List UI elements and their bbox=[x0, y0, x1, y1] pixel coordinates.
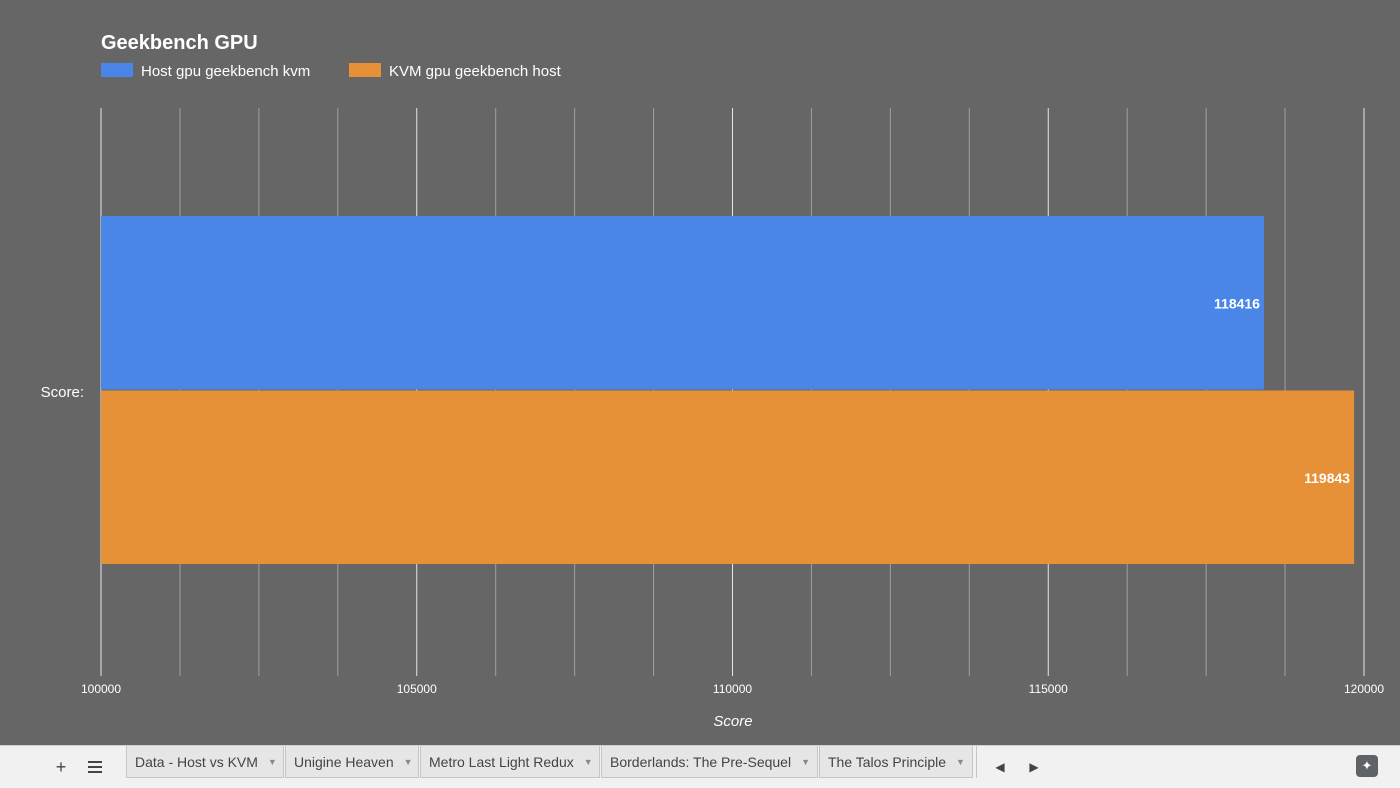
sheet-tab-label: Borderlands: The Pre-Sequel bbox=[610, 753, 792, 770]
sheet-tab-label: Metro Last Light Redux bbox=[429, 753, 574, 770]
data-label: 119843 bbox=[1304, 470, 1350, 486]
sheet-tab-data-host-vs-kvm[interactable]: Data - Host vs KVM ▼ bbox=[126, 746, 284, 778]
list-icon[interactable] bbox=[82, 754, 108, 780]
tab-divider bbox=[976, 746, 977, 778]
sheet-tab-the-talos-principle[interactable]: The Talos Principle ▼ bbox=[819, 746, 973, 778]
x-tick-label: 110000 bbox=[713, 682, 752, 696]
sheet-tab-borderlands-the-pre-sequel[interactable]: Borderlands: The Pre-Sequel ▼ bbox=[601, 746, 818, 778]
x-axis-title: Score bbox=[713, 713, 752, 730]
dropdown-icon[interactable]: ▼ bbox=[801, 756, 810, 767]
category-label: Score: bbox=[41, 384, 84, 401]
legend-label: Host gpu geekbench kvm bbox=[141, 63, 310, 80]
sheet-tab-unigine-heaven[interactable]: Unigine Heaven ▼ bbox=[285, 746, 419, 778]
x-tick-label: 105000 bbox=[397, 682, 437, 696]
chart-title: Geekbench GPU bbox=[101, 32, 258, 54]
explore-icon[interactable]: ✦ bbox=[1356, 755, 1378, 777]
dropdown-icon[interactable]: ▼ bbox=[403, 756, 413, 767]
bars bbox=[101, 216, 1355, 564]
legend-swatch bbox=[101, 63, 133, 77]
dropdown-icon[interactable]: ▼ bbox=[956, 756, 965, 767]
chevron-left-icon[interactable]: ◀ bbox=[995, 760, 1005, 774]
bar-kvm-gpu-geekbench-host bbox=[101, 390, 1355, 564]
data-label: 118416 bbox=[1214, 295, 1260, 311]
dropdown-icon[interactable]: ▼ bbox=[267, 756, 277, 767]
legend: Host gpu geekbench kvm KVM gpu geekbench … bbox=[101, 63, 562, 80]
sheet-tab-bar: + Data - Host vs KVM ▼ Unigine Heaven ▼ Me… bbox=[0, 745, 1400, 788]
x-tick-label: 100000 bbox=[81, 682, 121, 696]
sheet-tab-label: Data - Host vs KVM bbox=[135, 753, 258, 770]
legend-swatch bbox=[349, 63, 381, 77]
sheet-tab-metro-last-light-redux[interactable]: Metro Last Light Redux ▼ bbox=[420, 746, 600, 778]
x-tick-label: 115000 bbox=[1029, 682, 1068, 696]
legend-label: KVM gpu geekbench host bbox=[389, 63, 562, 80]
sheet-tab-label: The Talos Principle bbox=[828, 753, 947, 770]
bar-host-gpu-geekbench-kvm bbox=[101, 216, 1264, 390]
chart-svg: Geekbench GPU Host gpu geekbench kvm KVM … bbox=[41, 32, 1385, 730]
plus-icon[interactable]: + bbox=[55, 756, 67, 777]
data-labels: 118416 119843 bbox=[1214, 295, 1350, 486]
x-tick-label: 120000 bbox=[1344, 682, 1384, 696]
chevron-right-icon[interactable]: ▶ bbox=[1029, 760, 1039, 774]
chart-area: Geekbench GPU Host gpu geekbench kvm KVM … bbox=[41, 32, 1385, 730]
x-tick-labels: 100000 105000 110000 115000 120000 bbox=[81, 682, 1384, 696]
sheet-tab-label: Unigine Heaven bbox=[294, 753, 394, 770]
dropdown-icon[interactable]: ▼ bbox=[583, 756, 593, 767]
